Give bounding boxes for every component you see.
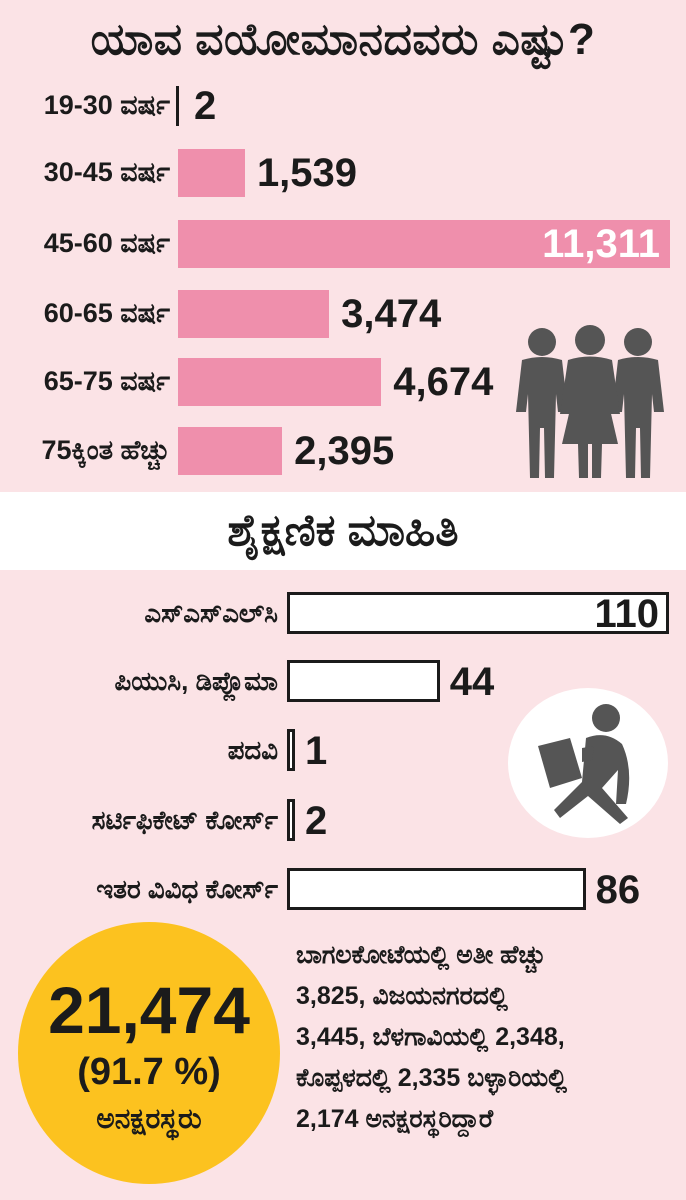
age-category-label: 45-60 ವರ್ಷ — [43, 228, 170, 258]
note-line: ಬಾಗಲಕೋಟೆಯಲ್ಲಿ ಅತೀ ಹೆಚ್ಚು — [296, 941, 546, 969]
age-bar-row: 19-30 ವರ್ಷ 2 — [0, 80, 686, 132]
note-line: ಕೊಪ್ಪಳದಲ್ಲಿ 2,335 ಬಳ್ಳಾರಿಯಲ್ಲಿ — [296, 1064, 568, 1092]
illiterate-summary-circle: 21,474 (91.7 %) ಅನಕ್ಷರಸ್ಥರು — [18, 922, 280, 1184]
education-chart: ಎಸ್‌ಎಸ್‌ಎಲ್‌ಸಿ 110 ಪಿಯುಸಿ, ಡಿಪ್ಲೊಮಾ 44 ಪದವಿ 1… — [0, 570, 686, 930]
age-bar-row: 60-65 ವರ್ಷ 3,474 — [0, 288, 686, 340]
age-category-label: 60-65 ವರ್ಷ — [43, 298, 170, 328]
education-category-label: ಪಿಯುಸಿ, ಡಿಪ್ಲೊಮಾ — [114, 666, 278, 696]
reading-person-icon — [538, 704, 630, 824]
education-category-label: ಇತರ ವಿವಿಧ ಕೋರ್ಸ್ — [96, 874, 278, 904]
age-bar-row: 45-60 ವರ್ಷ 11,311 — [0, 218, 686, 270]
education-section-header: ಶೈಕ್ಷಣಿಕ ಮಾಹಿತಿ — [0, 492, 686, 570]
education-value-label: 1 — [305, 728, 328, 773]
age-value-label: 4,674 — [393, 359, 494, 404]
education-bar — [287, 592, 669, 634]
education-bar-row: ಸರ್ಟಿಫಿಕೇಟ್ ಕೋರ್ಸ್ 2 — [0, 795, 686, 847]
age-bar — [178, 149, 245, 197]
education-title: ಶೈಕ್ಷಣಿಕ ಮಾಹಿತಿ — [227, 506, 459, 555]
age-value-label: 2 — [194, 83, 217, 128]
header: ಯಾವ ವಯೋಮಾನದವರು ಎಷ್ಟು? — [0, 0, 686, 80]
age-group-chart: 19-30 ವರ್ಷ 2 30-45 ವರ್ಷ 1,539 45-60 ವರ್ಷ 11,3… — [0, 80, 686, 490]
education-bar-row: ಪಿಯುಸಿ, ಡಿಪ್ಲೊಮಾ 44 — [0, 656, 686, 708]
illiterate-count: 21,474 — [48, 972, 250, 1047]
illiterate-label: ಅನಕ್ಷರಸ್ಥರು — [96, 1102, 202, 1134]
education-category-label: ಎಸ್‌ಎಸ್‌ಎಲ್‌ಸಿ — [144, 598, 278, 628]
age-bar — [178, 427, 283, 475]
age-bar — [178, 358, 382, 406]
people-group-icon — [510, 320, 670, 480]
age-category-label: 30-45 ವರ್ಷ — [43, 157, 170, 187]
education-bar — [287, 799, 295, 841]
age-category-label: 75ಕ್ಕಿಂತ ಹೆಚ್ಚು — [41, 435, 171, 465]
education-value-label: 2 — [305, 798, 328, 843]
education-category-label: ಪದವಿ — [227, 735, 278, 765]
age-bar-row: 30-45 ವರ್ಷ 1,539 — [0, 147, 686, 199]
age-bar — [178, 290, 330, 338]
age-bar — [176, 86, 179, 126]
note-line: 3,445, ಬೆಳಗಾವಿಯಲ್ಲಿ 2,348, — [296, 1023, 565, 1051]
age-value-label: 11,311 — [542, 221, 660, 266]
education-bar — [287, 868, 586, 910]
age-category-label: 19-30 ವರ್ಷ — [43, 90, 170, 120]
age-category-label: 65-75 ವರ್ಷ — [43, 366, 170, 396]
education-value-label: 110 — [594, 591, 659, 636]
note-line: 3,825, ವಿಜಯನಗರದಲ್ಲಿ — [296, 982, 508, 1010]
age-bar-row: 65-75 ವರ್ಷ 4,674 — [0, 356, 686, 408]
education-bar-row: ಇತರ ವಿವಿಧ ಕೋರ್ಸ್ 86 — [0, 864, 686, 916]
education-value-label: 86 — [595, 867, 641, 912]
age-value-label: 1,539 — [256, 150, 358, 195]
page-title: ಯಾವ ವಯೋಮಾನದವರು ಎಷ್ಟು? — [90, 15, 596, 64]
age-bar-row: 75ಕ್ಕಿಂತ ಹೆಚ್ಚು 2,395 — [0, 425, 686, 477]
reading-icon-badge — [508, 688, 668, 838]
education-category-label: ಸರ್ಟಿಫಿಕೇಟ್ ಕೋರ್ಸ್ — [91, 805, 278, 835]
note-line: 2,174 ಅನಕ್ಷರಸ್ಥರಿದ್ದಾರೆ — [296, 1105, 494, 1133]
education-bar-row: ಎಸ್‌ಎಸ್‌ಎಲ್‌ಸಿ 110 — [0, 588, 686, 640]
education-bar — [287, 660, 440, 702]
age-bar — [178, 220, 670, 268]
illiterate-percent: (91.7 %) — [77, 1050, 221, 1093]
age-value-label: 2,395 — [294, 428, 395, 473]
education-bar — [287, 729, 295, 771]
education-value-label: 44 — [449, 659, 495, 704]
education-bar-row: ಪದವಿ 1 — [0, 725, 686, 777]
age-value-label: 3,474 — [341, 291, 442, 336]
district-note: ಬಾಗಲಕೋಟೆಯಲ್ಲಿ ಅತೀ ಹೆಚ್ಚು 3,825, ವಿಜಯನಗರದ… — [296, 935, 676, 1140]
